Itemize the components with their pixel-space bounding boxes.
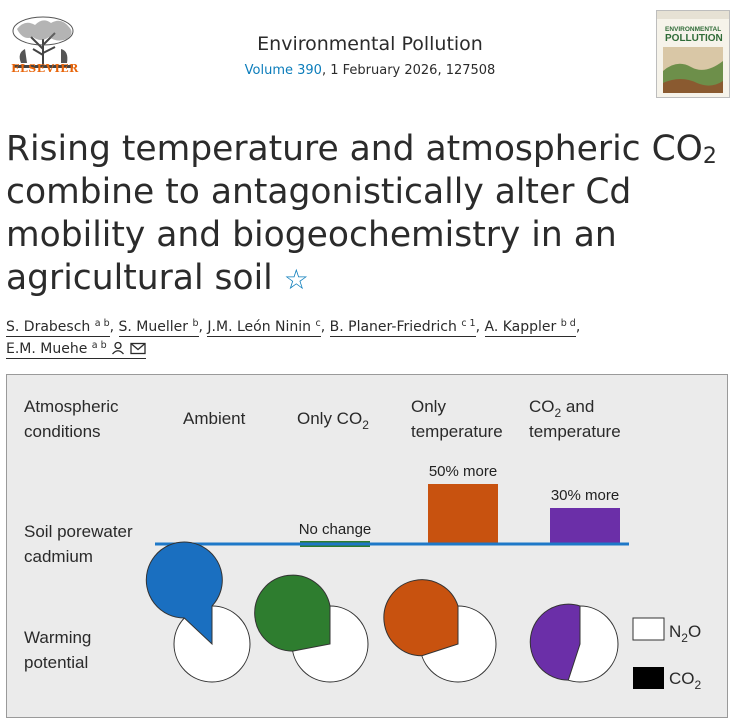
legend-swatch-co2 (633, 667, 664, 689)
graphical-abstract-figure: Atmospheric conditions Soil porewater ca… (24, 397, 702, 692)
row-label-warming: Warming (24, 628, 91, 647)
cover-title-line1: ENVIRONMENTAL (665, 26, 721, 33)
warming-pie-charts: 87% 72% 70% 55% (145, 541, 619, 683)
row-label-soil-porewater: Soil porewater (24, 522, 133, 541)
bar-data-label: No change (299, 521, 372, 538)
col-header-temperature: temperature (411, 422, 503, 441)
graphical-abstract[interactable]: Atmospheric conditions Soil porewater ca… (6, 374, 728, 718)
legend-label-n2o: N2O (669, 622, 701, 645)
legend-swatch-n2o (632, 617, 665, 641)
article-title: Rising temperature and atmospheric CO2 c… (6, 128, 742, 301)
citation-details: , 1 February 2026, 127508 (321, 63, 496, 78)
person-icon[interactable] (111, 341, 125, 355)
citation-line: Volume 390, 1 February 2026, 127508 (150, 63, 590, 78)
pie-co2-slice (529, 603, 581, 681)
col-header-co2-and: CO2 and (529, 397, 594, 420)
star-icon[interactable]: ☆ (283, 263, 309, 296)
pie-co2-slice (383, 579, 459, 657)
title-part-2: combine to antagonistically alter Cd mob… (6, 172, 632, 298)
author-list: S. Drabesch a b, S. Mueller b, J.M. León… (6, 318, 581, 359)
cover-title-line2: POLLUTION (665, 33, 723, 44)
author-link[interactable]: S. Drabesch a b (6, 318, 110, 337)
publisher-name[interactable]: ELSEVIER (11, 62, 79, 75)
legend-label-co2: CO2 (669, 669, 702, 692)
bar-data-label: 30% more (551, 487, 619, 504)
author-link[interactable]: S. Mueller b (118, 318, 199, 337)
elsevier-tree-logo[interactable] (5, 8, 81, 78)
bar-data-label: 50% more (429, 463, 497, 480)
title-subscript: 2 (702, 144, 717, 169)
journal-cover-thumbnail[interactable]: ENVIRONMENTAL POLLUTION (656, 10, 730, 98)
col-header-only-co2: Only CO2 (297, 409, 369, 432)
volume-link[interactable]: Volume 390 (244, 63, 322, 78)
row-label-conditions: conditions (24, 422, 101, 441)
journal-title[interactable]: Environmental Pollution (257, 33, 483, 55)
cadmium-bar-chart: No change 50% more 30% more (155, 463, 629, 547)
row-label-potential: potential (24, 653, 88, 672)
pie-percent-label: 70% (461, 643, 491, 660)
pie-percent-label: 87% (215, 643, 245, 660)
cadmium-bar (550, 508, 620, 544)
author-link[interactable]: A. Kappler b d (484, 318, 576, 337)
title-part-1: Rising temperature and atmospheric CO (6, 129, 703, 169)
row-label-cadmium: cadmium (24, 547, 93, 566)
pie-percent-label: 72% (333, 643, 363, 660)
col-header-only: Only (411, 397, 446, 416)
author-link[interactable]: J.M. León Ninin c (207, 318, 321, 337)
cover-artwork: ENVIRONMENTAL POLLUTION (657, 11, 729, 97)
cadmium-bar (428, 484, 498, 544)
pie-percent-label: 55% (583, 643, 613, 660)
pie-co2-slice (254, 574, 331, 652)
author-link[interactable]: B. Planer-Friedrich c 1 (329, 318, 476, 337)
col-header-ambient: Ambient (183, 409, 246, 428)
author-link[interactable]: E.M. Muehe a b (6, 341, 146, 359)
row-label-atmospheric: Atmospheric (24, 397, 119, 416)
col-header-temperature-2: temperature (529, 422, 621, 441)
email-icon[interactable] (129, 342, 146, 355)
pie-co2-slice (145, 541, 223, 646)
